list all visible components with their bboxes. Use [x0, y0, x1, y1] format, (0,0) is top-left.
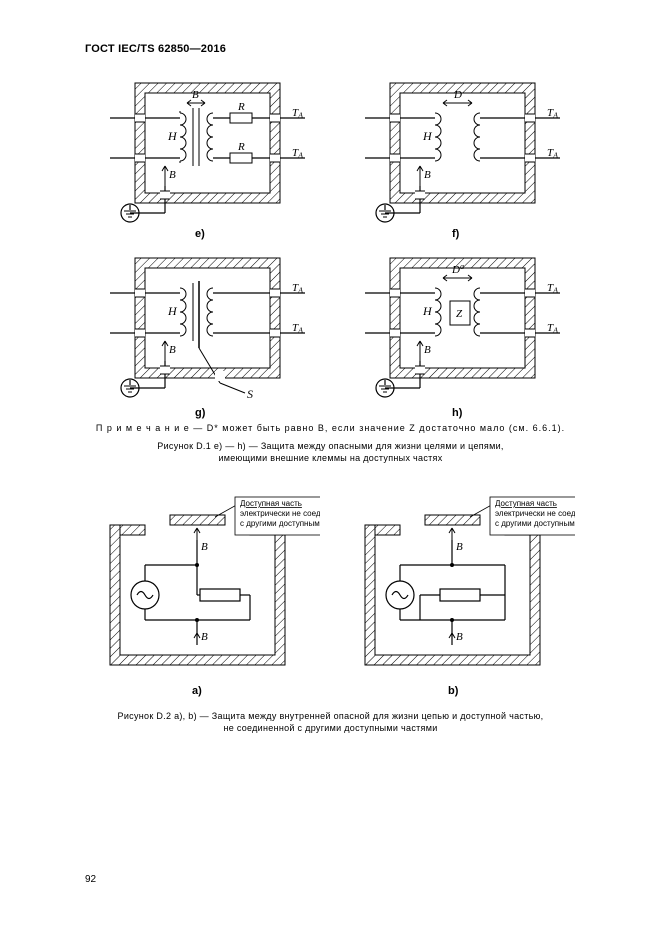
svg-text:Доступная часть: Доступная часть [495, 499, 557, 508]
svg-text:TA: TA [292, 107, 303, 120]
figure-e: H B B R R TA TA [95, 78, 315, 228]
svg-text:Da: Da [451, 262, 464, 276]
svg-text:B: B [201, 541, 208, 553]
fig-a-label: a) [192, 685, 202, 697]
caption-d2: Рисунок D.2 a), b) — Защита между внутре… [0, 710, 661, 734]
svg-text:H: H [422, 304, 433, 318]
svg-text:TA: TA [292, 322, 303, 335]
svg-text:TA: TA [292, 282, 303, 295]
svg-text:D: D [453, 89, 462, 101]
svg-text:с другими доступными частями: с другими доступными частями [495, 519, 575, 528]
figure-g: H B S TA TA [95, 253, 315, 413]
label-B-top: B [192, 89, 199, 101]
figure-b: Доступная часть электрически не соединен… [340, 495, 575, 685]
label-H: H [167, 129, 178, 143]
svg-text:TA: TA [547, 282, 558, 295]
page-header: ГОСТ IEC/TS 62850—2016 [85, 43, 226, 55]
svg-text:S: S [247, 387, 253, 401]
fig-h-label: h) [452, 407, 462, 419]
svg-text:H: H [167, 304, 178, 318]
figure-a: Доступная часть электрически не соединен… [85, 495, 320, 685]
svg-text:B: B [456, 631, 463, 643]
fig-b-label: b) [448, 685, 458, 697]
svg-text:электрически не соединенная: электрически не соединенная [495, 509, 575, 518]
svg-text:TA: TA [547, 322, 558, 335]
svg-text:TA: TA [547, 107, 558, 120]
svg-text:H: H [422, 129, 433, 143]
caption-d1: Рисунок D.1 e) — h) — Защита между опасн… [0, 440, 661, 464]
figure-h: H Z Da B TA TA [350, 253, 570, 413]
svg-text:электрически не соединенная: электрически не соединенная [240, 509, 320, 518]
note-text: П р и м е ч а н и е — D* может быть равн… [0, 423, 661, 433]
label-B: B [169, 169, 176, 181]
svg-text:TA: TA [547, 147, 558, 160]
svg-text:B: B [169, 344, 176, 356]
figure-f: H D B TA TA [350, 78, 570, 228]
svg-text:TA: TA [292, 147, 303, 160]
svg-text:B: B [424, 344, 431, 356]
label-R1: R [237, 101, 245, 113]
fig-f-label: f) [452, 228, 459, 240]
svg-text:B: B [456, 541, 463, 553]
fig-e-label: e) [195, 228, 205, 240]
svg-text:с другими доступными частями: с другими доступными частями [240, 519, 320, 528]
svg-text:Доступная часть: Доступная часть [240, 499, 302, 508]
page-number: 92 [85, 874, 96, 885]
svg-text:Z: Z [456, 308, 463, 320]
fig-g-label: g) [195, 407, 205, 419]
svg-text:B: B [424, 169, 431, 181]
label-R2: R [237, 141, 245, 153]
svg-text:B: B [201, 631, 208, 643]
